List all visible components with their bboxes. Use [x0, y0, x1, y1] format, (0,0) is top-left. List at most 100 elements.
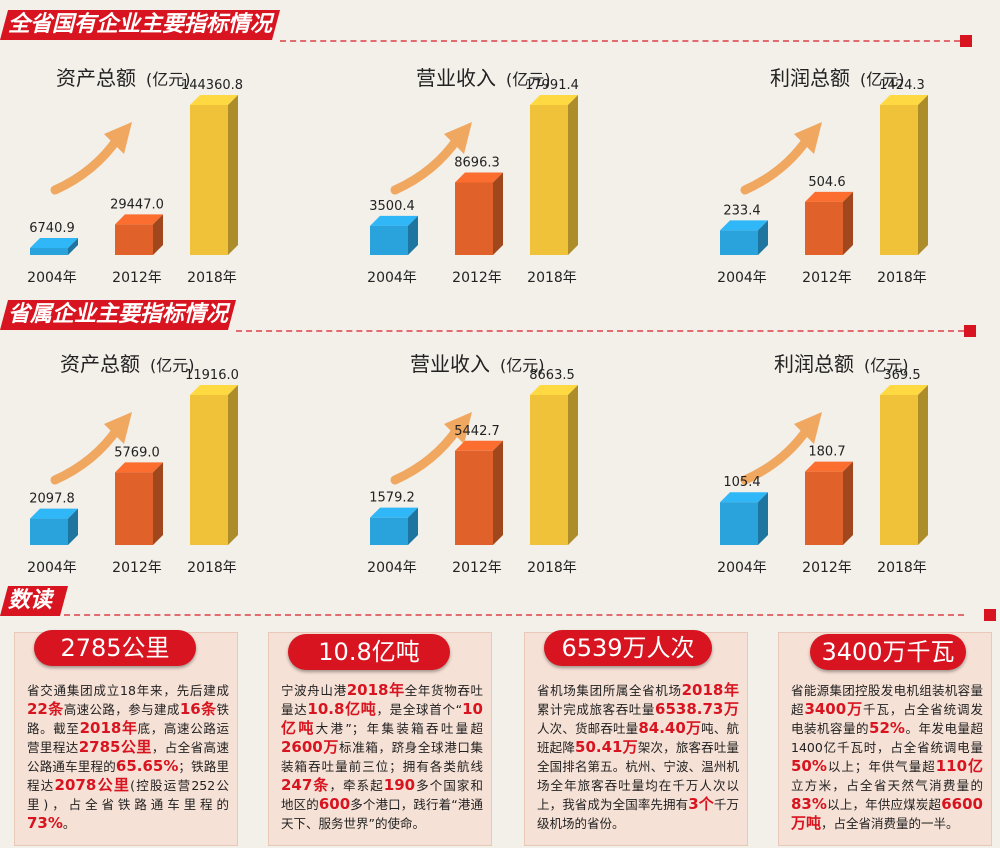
stat-card-airport: 省机场集团所属全省机场2018年累计完成旅客吞吐量6538.73万人次、货邮吞吐…: [524, 632, 748, 846]
card-text-run: 省机场集团所属全省机场: [537, 683, 682, 698]
card-text: 宁波舟山港2018年全年货物吞吐量达10.8亿吨，是全球首个“10亿吨大港”；年…: [281, 681, 483, 833]
chart-svg: 2097.8 2004年 5769.0 2012年 11916.0 2018年: [27, 368, 239, 576]
bar-top: [115, 462, 163, 473]
corner-marker: [984, 609, 996, 621]
chart-state-profit: 利润总额 (亿元) 233.4 2004年 504.6 2012年 1424.3 2018年: [690, 50, 990, 295]
bar: [720, 230, 758, 255]
trend-arrow-shaft: [740, 133, 813, 195]
card-text-run: 人次、货邮吞吐量: [537, 721, 639, 736]
bar: [190, 105, 228, 255]
trend-arrow: [740, 122, 822, 195]
highlight-figure: 65.65%: [115, 757, 179, 775]
card-text-run: 多个国家和地区的: [281, 778, 483, 812]
card-text-run: ，是全球首个“: [376, 702, 463, 717]
corner-marker: [960, 35, 972, 47]
x-tick-label: 2012年: [452, 560, 502, 576]
bar: [115, 472, 153, 545]
data-label: 6740.9: [29, 221, 75, 236]
bar-top: [370, 215, 418, 226]
card-title-airport: 6539万人次: [544, 630, 712, 666]
bar: [805, 201, 843, 255]
chart-title: 营业收入 (亿元): [410, 352, 545, 376]
bar-top: [30, 237, 78, 248]
card-text: 省机场集团所属全省机场2018年累计完成旅客吞吐量6538.73万人次、货邮吞吐…: [537, 681, 739, 833]
bar-side: [918, 95, 928, 255]
data-label: 29447.0: [110, 197, 164, 212]
bar-side: [68, 508, 78, 545]
data-label: 369.5: [883, 368, 920, 383]
section-tag-reading: 数读: [0, 586, 69, 616]
card-text-run: ；铁路里程达: [27, 759, 229, 793]
x-tick-label: 2012年: [452, 270, 502, 286]
bar-side: [493, 440, 503, 545]
highlight-figure: 73%: [27, 814, 63, 832]
chart-svg: 3500.4 2004年 8696.3 2012年 17991.4 2018年: [367, 78, 579, 286]
bar-top: [805, 191, 853, 202]
data-label: 233.4: [723, 203, 760, 218]
bar-top: [30, 508, 78, 519]
highlight-figure: 190: [383, 776, 416, 794]
card-text-run: (控股运营252公里)，占全省铁路通车里程的: [27, 778, 229, 812]
card-text-run: 以上，年供应煤炭超: [826, 797, 942, 812]
card-text-run: ，牵系起: [329, 778, 384, 793]
bar-top: [720, 220, 768, 231]
card-text-run: 省交通集团成立18年来，先后建成: [27, 683, 229, 698]
card-text-run: 立方米，占全省天然气消费量的: [791, 778, 983, 793]
highlight-figure: 10.8亿吨: [307, 700, 377, 718]
section-tag-state: 全省国有企业主要指标情况: [0, 10, 281, 40]
bar-side: [843, 191, 853, 255]
highlight-figure: 3400万: [804, 700, 864, 718]
bar-side: [228, 385, 238, 545]
card-text-run: 。: [62, 816, 76, 831]
card-text-run: 省能源集团控股发电机组装机容量超: [791, 683, 983, 717]
chart-svg: 233.4 2004年 504.6 2012年 1424.3 2018年: [717, 78, 928, 286]
bar-top: [720, 492, 768, 503]
card-text-run: 架次，旅客吞吐量全国排名第五。杭州、宁波、温州机场全年旅客吞吐量均在千万人次以上…: [537, 740, 739, 812]
highlight-figure: 2018年: [681, 681, 739, 699]
trend-arrow-shaft: [390, 133, 463, 195]
highlight-figure: 6600万吨: [791, 795, 983, 832]
highlight-figure: 2078公里: [54, 776, 131, 794]
bar: [880, 105, 918, 255]
chart-title: 营业收入 (亿元): [416, 66, 551, 90]
x-tick-label: 2018年: [527, 270, 577, 286]
bar-side: [408, 507, 418, 545]
trend-arrow-shaft: [50, 133, 123, 195]
card-text-run: 以上；年供气量超: [826, 759, 936, 774]
highlight-figure: 110亿: [935, 757, 983, 775]
highlight-figure: 2018年: [79, 719, 138, 737]
bar: [880, 395, 918, 545]
section-title-reading: 数读: [8, 588, 53, 613]
bar-side: [153, 214, 163, 255]
chart-title: 利润总额 (亿元): [770, 66, 905, 90]
section-tag-provincial: 省属企业主要指标情况: [0, 300, 237, 330]
divider: [236, 330, 964, 332]
highlight-figure: 2600万: [281, 738, 340, 756]
bar: [370, 225, 408, 255]
bar: [530, 105, 568, 255]
card-title-energy: 3400万千瓦: [810, 634, 966, 670]
highlight-figure: 50.41万: [575, 738, 638, 756]
bar-top: [880, 95, 928, 105]
bar: [805, 471, 843, 545]
section-title-state: 全省国有企业主要指标情况: [8, 12, 273, 37]
data-label: 11916.0: [185, 368, 239, 383]
bar-top: [190, 385, 238, 395]
trend-arrow: [50, 412, 132, 485]
highlight-figure: 50%: [791, 757, 827, 775]
bar-side: [228, 95, 238, 255]
x-tick-label: 2004年: [717, 560, 767, 576]
bar-top: [805, 461, 853, 472]
trend-arrow-head: [794, 122, 822, 154]
card-text-run: 标准箱，跻身全球港口集装箱吞吐量前三位；拥有各类航线: [281, 740, 483, 774]
card-text-run: 高速公路，参与建成: [63, 702, 180, 717]
highlight-figure: 2018年: [346, 681, 405, 699]
card-text-run: 。年发电量超1400亿千瓦时，占全省统调电量: [791, 721, 983, 755]
x-tick-label: 2004年: [367, 560, 417, 576]
bar: [30, 518, 68, 545]
bar-top: [455, 172, 503, 183]
chart-prov-revenue: 营业收入 (亿元) 1579.2 2004年 5442.7 2012年 8663.5 201…: [340, 340, 640, 585]
bar: [720, 502, 758, 545]
bar-top: [880, 385, 928, 395]
highlight-figure: 16条: [179, 700, 217, 718]
